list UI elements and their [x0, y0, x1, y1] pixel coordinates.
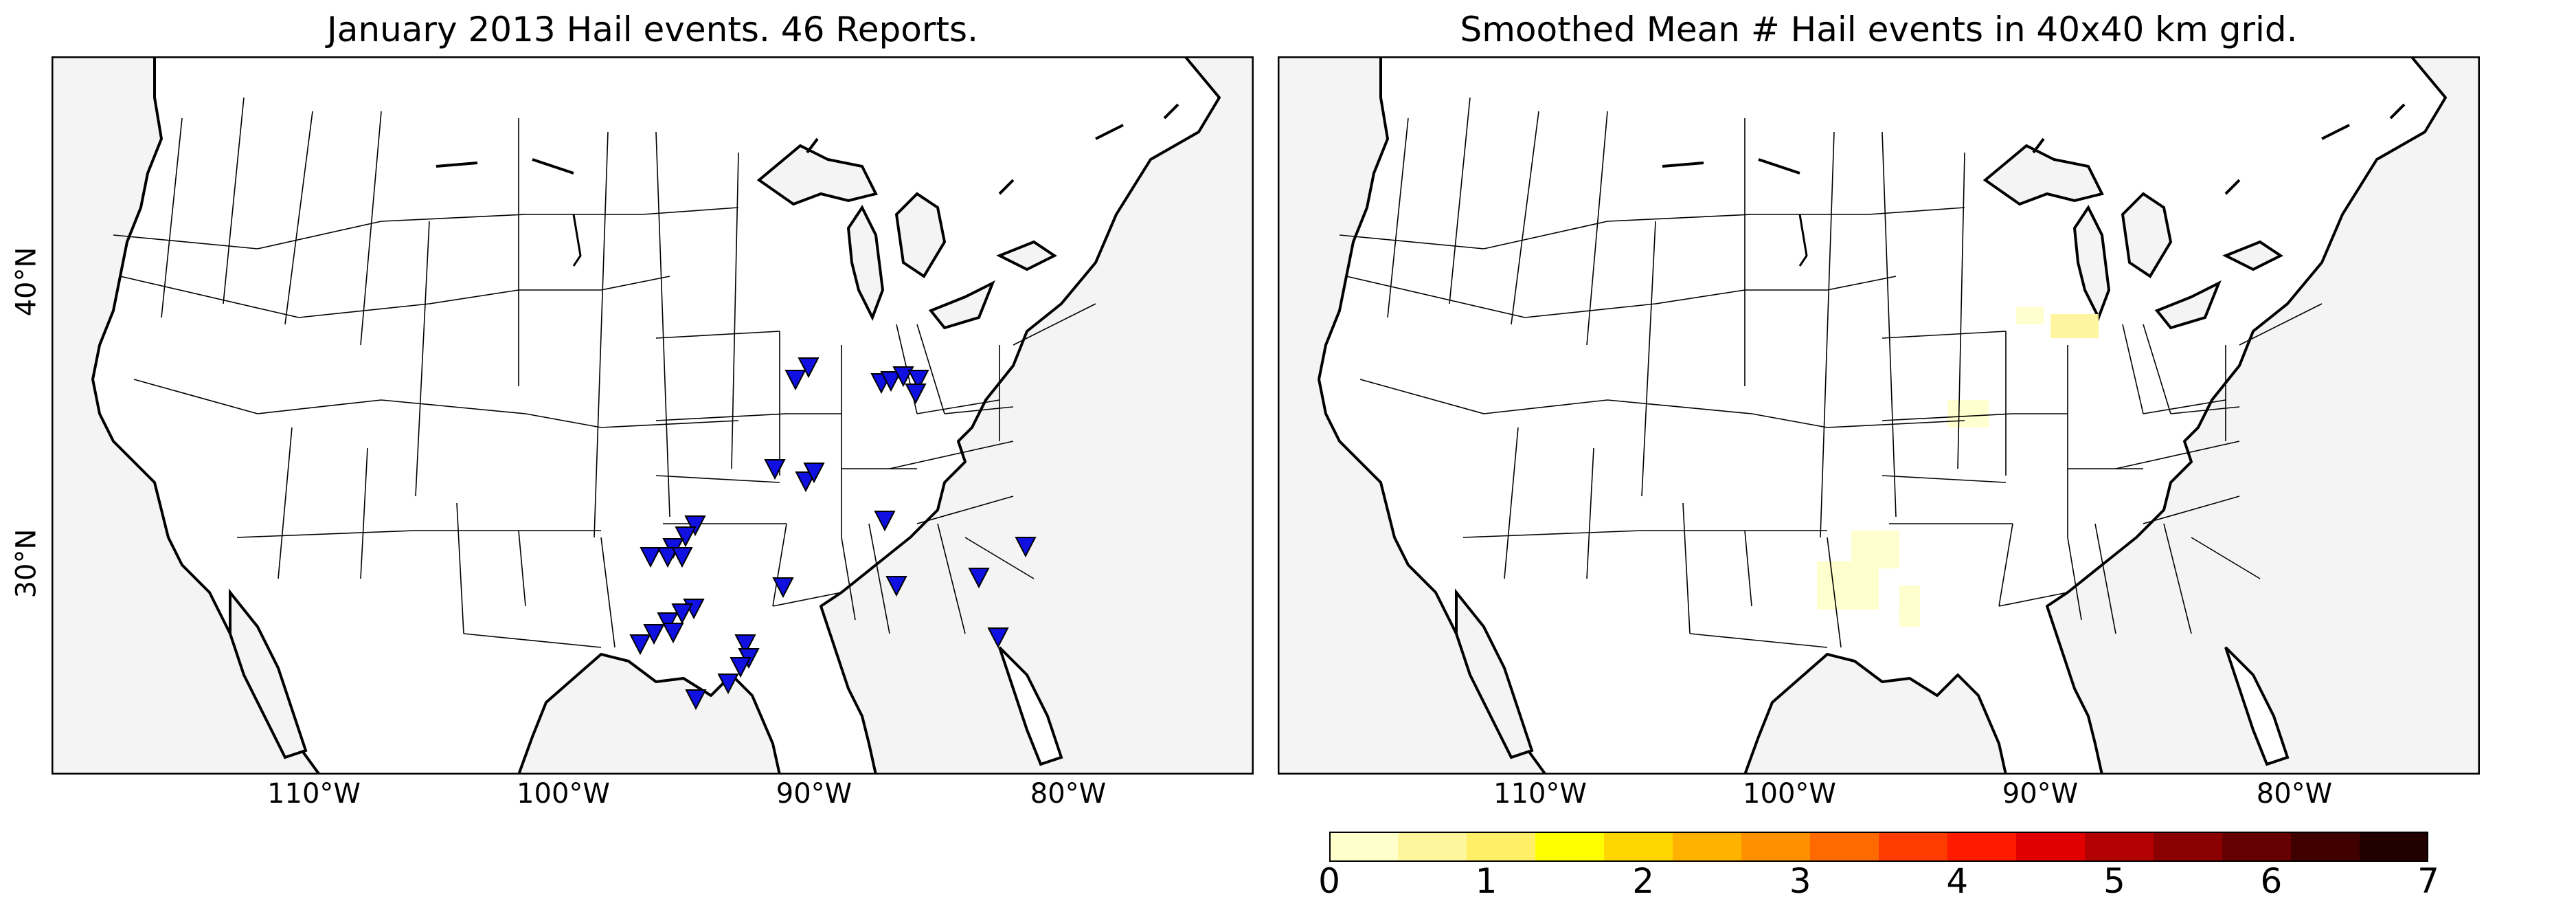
hail-report-marker [803, 463, 825, 484]
colorbar [1329, 832, 2428, 862]
lon-label-100w-left: 100°W [517, 778, 610, 810]
hail-report-marker [905, 383, 927, 405]
lon-label-110w-right: 110°W [1493, 778, 1587, 810]
hail-report-marker [798, 357, 820, 379]
hail-report-markers [629, 357, 1037, 711]
colorbar-tick-label: 4 [1946, 861, 1969, 901]
hail-report-marker [874, 511, 896, 532]
lon-label-90w-left: 90°W [776, 778, 852, 810]
hail-report-marker [764, 459, 786, 480]
left-map-title: January 2013 Hail events. 46 Reports. [327, 10, 978, 49]
hail-report-marker [987, 627, 1009, 649]
smoothed-hail-map[interactable] [1278, 56, 2480, 775]
colorbar-tick-label: 5 [2103, 861, 2125, 901]
map-frame [1278, 56, 2480, 775]
hail-report-marker [675, 526, 697, 548]
colorbar-tick-label: 2 [1632, 861, 1655, 901]
hail-report-marker [657, 547, 679, 568]
hail-report-marker [795, 471, 817, 493]
colorbar-cell [1604, 832, 1673, 862]
hail-report-marker [640, 547, 662, 568]
hail-report-marker [685, 689, 707, 711]
lon-label-100w-right: 100°W [1743, 778, 1836, 810]
colorbar-cell [1467, 832, 1536, 862]
colorbar-cell [2291, 832, 2360, 862]
lon-label-80w-left: 80°W [1030, 778, 1107, 810]
hail-report-marker [907, 370, 929, 391]
hail-report-marker [629, 634, 651, 656]
right-map-title: Smoothed Mean # Hail events in 40x40 km … [1460, 10, 2298, 49]
hail-report-marker [885, 576, 907, 597]
hail-report-marker [734, 634, 756, 656]
great-lakes [756, 144, 1057, 330]
colorbar-tick-label: 1 [1475, 861, 1498, 901]
colorbar-tick-label: 6 [2260, 861, 2283, 901]
colorbar-cell [2154, 832, 2223, 862]
lon-label-80w-right: 80°W [2256, 778, 2333, 810]
colorbar-cell [2360, 832, 2428, 862]
colorbar-cell [1398, 832, 1467, 862]
colorbar-cell [2016, 832, 2086, 862]
hail-density-field [1817, 307, 2099, 627]
colorbar-cell [2222, 832, 2292, 862]
hail-report-marker [643, 624, 665, 645]
hail-report-marker [730, 657, 752, 678]
colorbar-tick-label: 7 [2417, 861, 2439, 901]
hail-report-marker [892, 366, 914, 388]
hail-report-marker [684, 515, 706, 537]
hail-report-marker [784, 370, 806, 391]
colorbar-cell [1329, 832, 1399, 862]
lat-label-40n: 40°N [10, 247, 43, 317]
colorbar-cell [1810, 832, 1879, 862]
map-frame [52, 56, 1254, 775]
colorbar-cell [1947, 832, 2017, 862]
hail-report-marker [662, 623, 684, 644]
great-lakes [1982, 144, 2283, 330]
colorbar-tick-label: 3 [1789, 861, 1811, 901]
state-borders [1339, 97, 2323, 648]
colorbar-tick-label: 0 [1318, 861, 1340, 901]
hail-report-marker [1015, 537, 1037, 558]
colorbar-cell [1879, 832, 1948, 862]
colorbar-cell [1535, 832, 1605, 862]
hail-report-marker [717, 674, 739, 695]
colorbar-cell [1741, 832, 1811, 862]
hail-report-marker [772, 577, 794, 599]
hail-report-marker [880, 371, 902, 392]
hail-report-marker [968, 568, 990, 589]
colorbar-cell [2085, 832, 2154, 862]
colorbar-cell [1673, 832, 1742, 862]
hail-reports-map[interactable] [52, 56, 1254, 775]
hail-report-marker [671, 547, 693, 568]
lat-label-30n: 30°N [10, 529, 43, 599]
lon-label-90w-right: 90°W [2002, 778, 2079, 810]
lon-label-110w-left: 110°W [267, 778, 361, 810]
hail-report-marker [657, 612, 679, 634]
